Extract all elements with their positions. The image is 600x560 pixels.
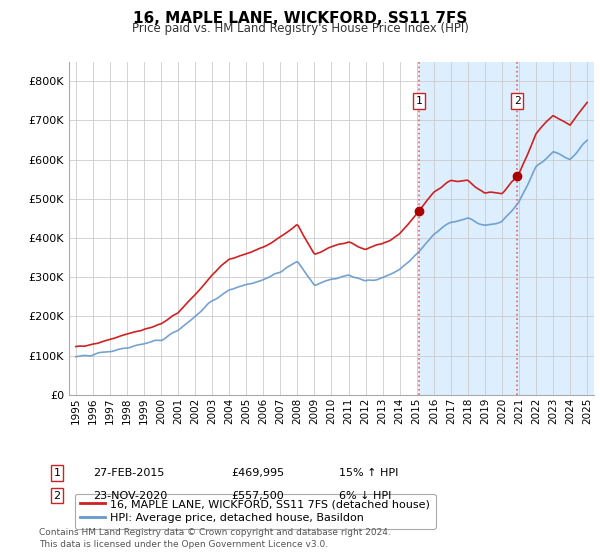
Text: 15% ↑ HPI: 15% ↑ HPI [339,468,398,478]
Text: 16, MAPLE LANE, WICKFORD, SS11 7FS: 16, MAPLE LANE, WICKFORD, SS11 7FS [133,11,467,26]
Text: £557,500: £557,500 [231,491,284,501]
Text: 2: 2 [514,96,521,106]
Text: 6% ↓ HPI: 6% ↓ HPI [339,491,391,501]
Legend: 16, MAPLE LANE, WICKFORD, SS11 7FS (detached house), HPI: Average price, detache: 16, MAPLE LANE, WICKFORD, SS11 7FS (deta… [74,494,436,529]
Text: 1: 1 [415,96,422,106]
Text: Price paid vs. HM Land Registry's House Price Index (HPI): Price paid vs. HM Land Registry's House … [131,22,469,35]
Text: £469,995: £469,995 [231,468,284,478]
Bar [419,62,600,395]
Text: 2: 2 [53,491,61,501]
Text: 27-FEB-2015: 27-FEB-2015 [93,468,164,478]
Text: 1: 1 [53,468,61,478]
Text: 23-NOV-2020: 23-NOV-2020 [93,491,167,501]
Text: Contains HM Land Registry data © Crown copyright and database right 2024.
This d: Contains HM Land Registry data © Crown c… [39,528,391,549]
